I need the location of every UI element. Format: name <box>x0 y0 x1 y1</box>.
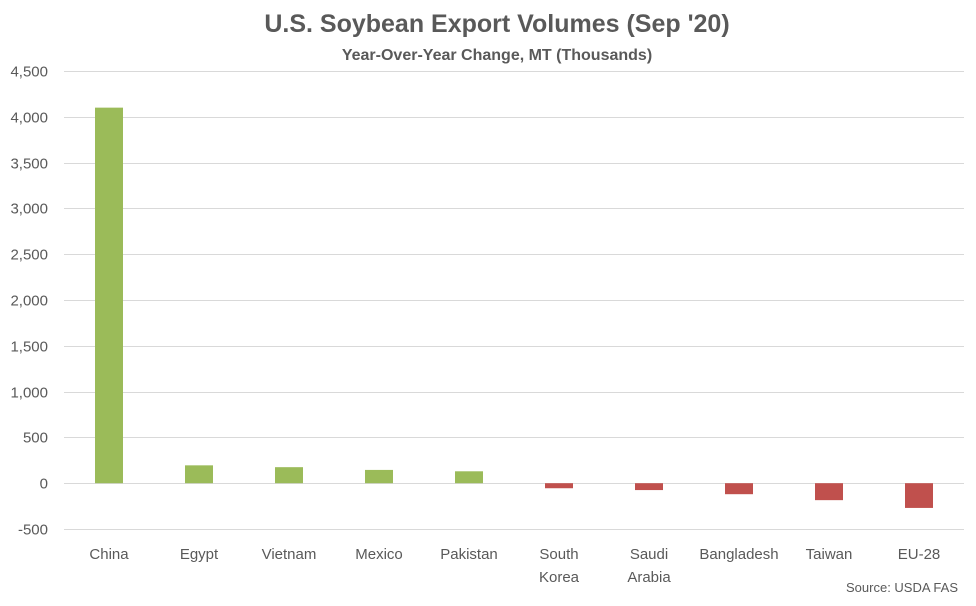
y-tick-label: 2,000 <box>10 293 48 310</box>
y-tick-label: 500 <box>23 430 48 447</box>
y-tick-label: 2,500 <box>10 247 48 264</box>
y-tick-label: 0 <box>40 476 48 493</box>
bar-saudi-arabia <box>635 483 663 491</box>
bar-pakistan <box>455 471 483 484</box>
bar-china <box>95 107 123 484</box>
x-category-label: Vietnam <box>262 546 317 563</box>
bars <box>95 107 933 508</box>
bar-taiwan <box>815 483 843 501</box>
gridlines <box>64 71 964 530</box>
bar-mexico <box>365 469 393 484</box>
y-tick-label: 4,500 <box>10 64 48 81</box>
x-category-label: Mexico <box>355 546 403 563</box>
bar-egypt <box>185 465 213 484</box>
y-tick-label: 3,000 <box>10 201 48 218</box>
bar-bangladesh <box>725 483 753 495</box>
y-tick-label: 4,000 <box>10 110 48 127</box>
x-category-label: Egypt <box>180 546 219 563</box>
bar-eu-28 <box>905 483 933 508</box>
y-tick-label: 1,000 <box>10 385 48 402</box>
source-note: Source: USDA FAS <box>846 580 958 595</box>
x-axis-category-labels: China Egypt Vietnam Mexico Pakistan South Kore… <box>89 546 940 586</box>
x-category-label: China <box>89 546 129 563</box>
y-tick-label: -500 <box>18 522 48 539</box>
chart-subtitle: Year-Over-Year Change, MT (Thousands) <box>342 47 652 64</box>
y-tick-label: 3,500 <box>10 156 48 173</box>
bar-vietnam <box>275 467 303 484</box>
chart-title: U.S. Soybean Export Volumes (Sep '20) <box>264 10 729 38</box>
y-axis-tick-labels: -500 0 500 1,000 1,500 2,000 2,500 3,000 3,500 4,… <box>10 64 48 539</box>
bar-south-korea <box>545 483 573 489</box>
y-tick-label: 1,500 <box>10 339 48 356</box>
x-category-label: South Korea <box>539 546 580 586</box>
x-category-label: EU-28 <box>898 546 941 563</box>
x-category-label: Saudi Arabia <box>627 546 671 586</box>
x-category-label: Pakistan <box>440 546 498 563</box>
x-category-label: Bangladesh <box>699 546 778 563</box>
x-category-label: Taiwan <box>806 546 853 563</box>
